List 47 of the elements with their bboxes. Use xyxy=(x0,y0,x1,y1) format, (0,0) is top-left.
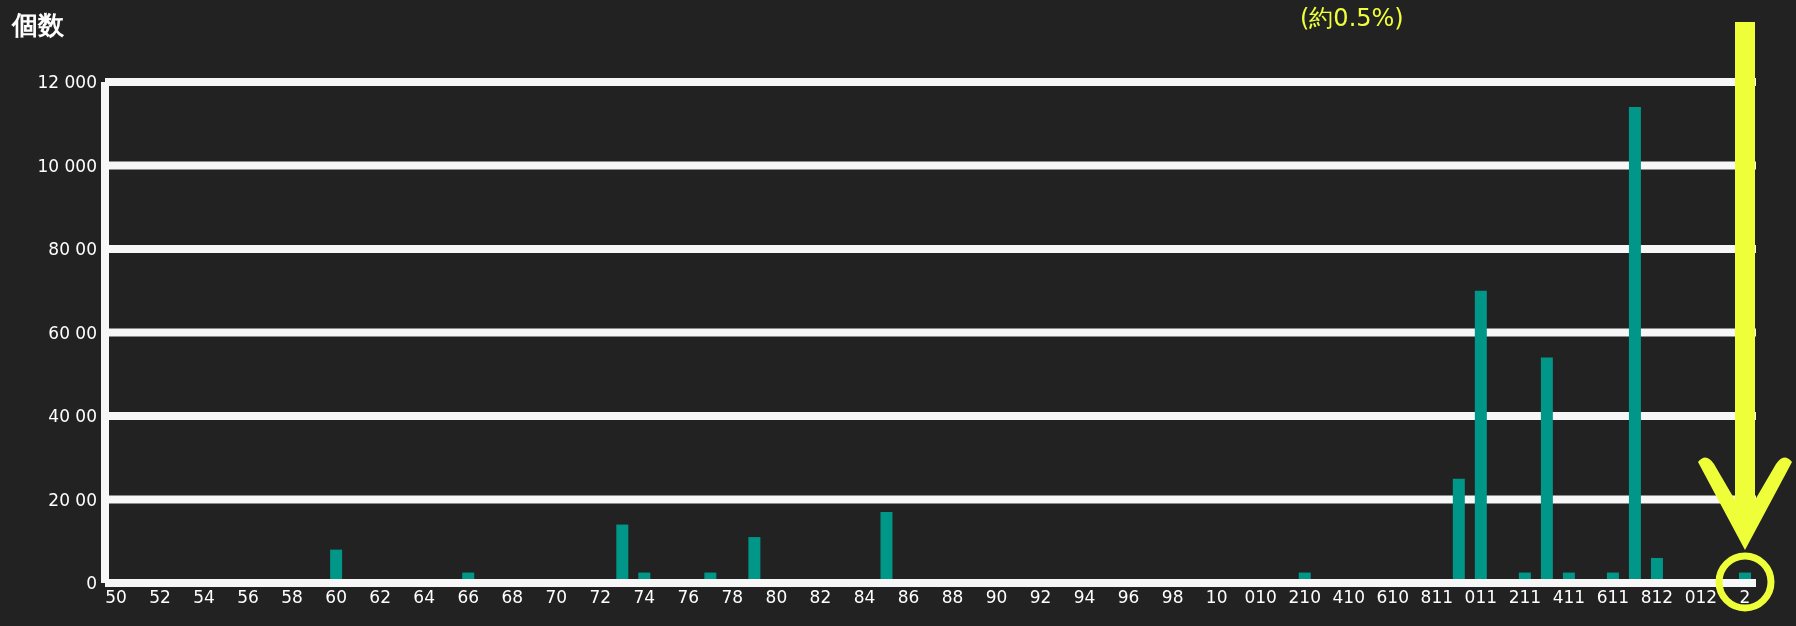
x-tick-label: 812 xyxy=(1640,587,1674,608)
x-tick-label: 98 xyxy=(1161,587,1184,608)
y-tick-label: 12 000 xyxy=(37,72,97,93)
x-tick-label: 68 xyxy=(501,587,524,608)
y-tick-label: 20 00 xyxy=(48,489,97,510)
x-tick-label: 80 xyxy=(765,587,788,608)
y-tick-label: 60 00 xyxy=(48,322,97,343)
x-tick-label: 92 xyxy=(1029,587,1052,608)
x-tick-label: 78 xyxy=(721,587,744,608)
y-tick-label: 40 00 xyxy=(48,406,97,427)
x-tick-label: 411 xyxy=(1552,587,1586,608)
x-tick-label: 70 xyxy=(545,587,568,608)
x-tick-label: 54 xyxy=(193,587,215,608)
y-tick-label: 0 xyxy=(86,573,97,594)
x-tick-label: 72 xyxy=(589,587,612,608)
x-tick-label: 56 xyxy=(237,587,259,608)
x-tick-label: 74 xyxy=(633,587,656,608)
x-tick-label: 82 xyxy=(809,587,832,608)
x-tick-label: 86 xyxy=(897,587,920,608)
x-tick-label: 10 xyxy=(1205,587,1228,608)
x-tick-label: 66 xyxy=(457,587,480,608)
x-tick-label: 012 xyxy=(1684,587,1718,608)
x-tick-label: 010 xyxy=(1244,587,1277,608)
y-axis-title: 個数 xyxy=(12,9,64,42)
x-tick-label: 96 xyxy=(1117,587,1140,608)
x-tick-label: 94 xyxy=(1073,587,1096,608)
x-tick-label: 50 xyxy=(105,587,127,608)
text: (約0.5%) xyxy=(1300,3,1404,34)
x-tick-label: 76 xyxy=(677,587,700,608)
x-tick-label: 2 xyxy=(1739,587,1751,608)
x-tick-label: 811 xyxy=(1420,587,1454,608)
x-tick-label: 88 xyxy=(941,587,964,608)
x-tick-label: 410 xyxy=(1332,587,1365,608)
x-tick-label: 610 xyxy=(1376,587,1410,608)
y-tick-label: 80 00 xyxy=(48,239,97,260)
x-tick-label: 64 xyxy=(413,587,436,608)
x-tick-label: 84 xyxy=(853,587,876,608)
x-tick-label: 60 xyxy=(325,587,347,608)
x-tick-label: 90 xyxy=(985,587,1008,608)
x-tick-label: 52 xyxy=(149,587,171,608)
x-tick-label: 58 xyxy=(281,587,303,608)
x-tick-label: 62 xyxy=(369,587,391,608)
y-tick-label: 10 000 xyxy=(37,155,97,176)
x-tick-label: 211 xyxy=(1508,587,1542,608)
x-tick-label: 611 xyxy=(1596,587,1630,608)
x-tick-label: 011 xyxy=(1464,587,1498,608)
x-tick-label: 210 xyxy=(1288,587,1321,608)
